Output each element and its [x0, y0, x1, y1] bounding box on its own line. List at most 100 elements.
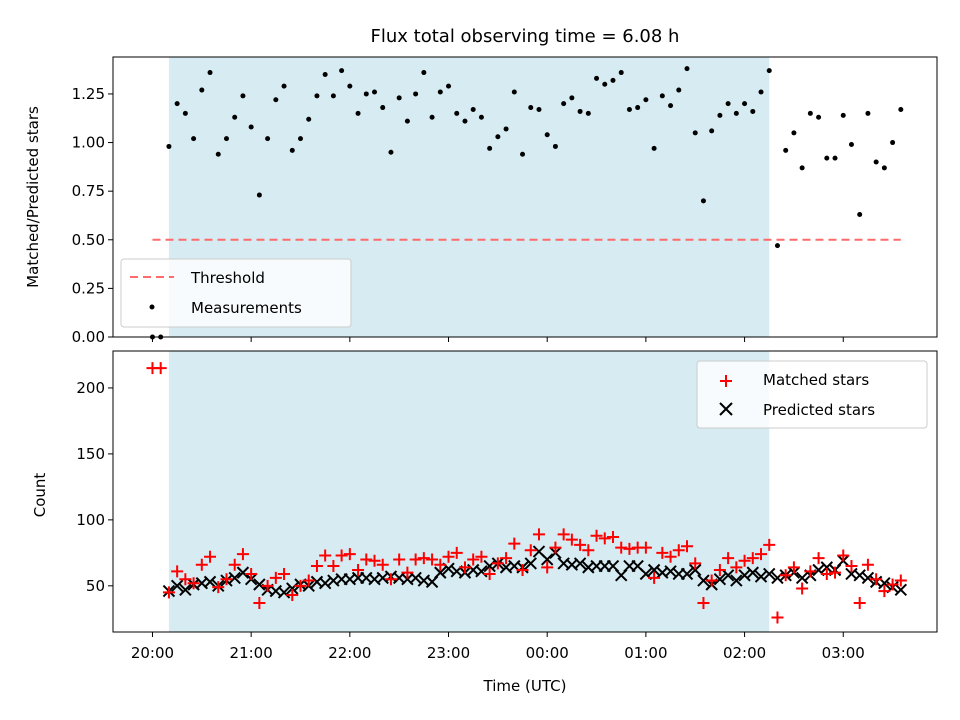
- measurement-point: [610, 77, 616, 83]
- predicted-star-point: [746, 566, 759, 579]
- matched-star-point: [253, 596, 266, 609]
- measurement-point: [873, 159, 879, 165]
- measurement-point: [898, 107, 904, 112]
- top-y-tick-label: 1.00: [72, 134, 105, 152]
- measurement-point: [848, 142, 854, 147]
- predicted-star-point: [795, 571, 809, 585]
- matched-star-point: [360, 553, 373, 566]
- matched-star-point: [755, 548, 768, 561]
- measurement-point: [758, 89, 764, 95]
- predicted-legend-label: Predicted stars: [763, 401, 875, 419]
- predicted-star-point: [763, 567, 776, 581]
- predicted-star-point: [524, 557, 537, 570]
- measurement-point: [626, 107, 632, 112]
- measurement-point: [594, 75, 600, 81]
- matched-star-point: [524, 544, 537, 557]
- matched-star-point: [672, 544, 685, 557]
- top-y-tick-label: 0.50: [72, 231, 105, 249]
- top-y-tick-label: 0.75: [72, 182, 105, 200]
- measurement-point: [865, 110, 871, 116]
- predicted-star-point: [170, 579, 184, 593]
- matched-star-point: [154, 362, 167, 375]
- matched-star-point: [574, 538, 587, 551]
- measurement-point: [651, 145, 657, 151]
- matched-star-point: [236, 548, 249, 561]
- matched-star-point: [319, 549, 332, 562]
- matched-star-point: [615, 541, 628, 554]
- x-tick-label: 03:00: [822, 644, 865, 662]
- x-tick-label: 02:00: [723, 644, 766, 662]
- measurement-point: [692, 130, 698, 136]
- matched-star-point: [804, 565, 817, 578]
- measurement-point: [396, 95, 402, 101]
- matched-star-point: [475, 550, 488, 563]
- measurement-point: [462, 118, 468, 124]
- measurement-point: [832, 155, 838, 161]
- matched-star-point: [327, 560, 340, 573]
- predicted-star-point: [689, 563, 702, 577]
- x-tick-label: 20:00: [131, 644, 174, 662]
- matched-star-points: [146, 362, 907, 624]
- measurement-point: [552, 143, 558, 149]
- matched-star-point: [352, 563, 365, 576]
- matched-star-point: [278, 567, 291, 580]
- measurement-point: [881, 165, 887, 171]
- predicted-star-point: [253, 578, 266, 591]
- measurement-point: [783, 147, 789, 153]
- measurement-point: [807, 110, 813, 116]
- measurements-legend-marker: [149, 304, 155, 310]
- matched-star-point: [894, 574, 907, 587]
- matched-star-point: [261, 579, 274, 592]
- measurement-point: [330, 93, 336, 99]
- matched-star-point: [779, 569, 792, 582]
- measurement-point: [799, 165, 805, 171]
- measurement-point: [256, 192, 262, 198]
- bottom-axes: 50 100 150 200 20:00 21:00 22:00 23:00 00:00 01:…: [31, 350, 938, 695]
- matched-star-point: [409, 553, 422, 566]
- chart-title: Flux total observing time = 6.08 h: [371, 26, 680, 47]
- matched-star-point: [689, 557, 702, 570]
- predicted-star-point: [647, 563, 661, 577]
- measurement-point: [297, 136, 303, 142]
- predicted-star-point: [820, 561, 834, 574]
- measurement-point: [635, 105, 641, 111]
- matched-star-point: [450, 546, 463, 559]
- matched-star-point: [179, 573, 192, 586]
- top-y-tick-label: 0.00: [72, 328, 105, 346]
- matched-legend-marker: [720, 375, 732, 387]
- matched-star-point: [195, 558, 208, 571]
- matched-star-point: [516, 563, 529, 576]
- matched-star-point: [434, 558, 447, 571]
- matched-star-point: [500, 552, 513, 565]
- measurement-point: [561, 101, 567, 107]
- measurement-points: [149, 66, 904, 340]
- matched-star-point: [681, 540, 694, 553]
- top-legend-box: [120, 258, 352, 328]
- predicted-legend-marker: [719, 402, 733, 416]
- threshold-legend-label: Threshold: [190, 269, 265, 287]
- predicted-star-point: [853, 569, 866, 582]
- measurement-point: [528, 105, 534, 111]
- matched-star-point: [384, 573, 397, 586]
- measurement-point: [182, 110, 188, 116]
- top-legend: Threshold Measurements: [120, 258, 352, 328]
- matched-star-point: [302, 574, 315, 587]
- matched-star-point: [787, 561, 800, 574]
- measurement-point: [890, 140, 896, 146]
- x-tick-label: 22:00: [328, 644, 371, 662]
- x-tick-label: 01:00: [624, 644, 667, 662]
- measurement-point: [478, 114, 484, 120]
- predicted-star-point: [721, 569, 735, 582]
- measurement-point: [404, 118, 410, 124]
- measurement-point: [668, 103, 674, 109]
- x-tick-label: 21:00: [230, 644, 273, 662]
- measurement-point: [446, 83, 452, 89]
- predicted-star-point: [409, 571, 422, 585]
- observing-interval-shade-bottom: [168, 351, 770, 632]
- matched-star-point: [606, 531, 619, 544]
- measurement-point: [306, 116, 312, 122]
- measurement-point: [339, 68, 345, 74]
- measurement-point: [503, 126, 509, 132]
- predicted-star-point: [680, 567, 694, 581]
